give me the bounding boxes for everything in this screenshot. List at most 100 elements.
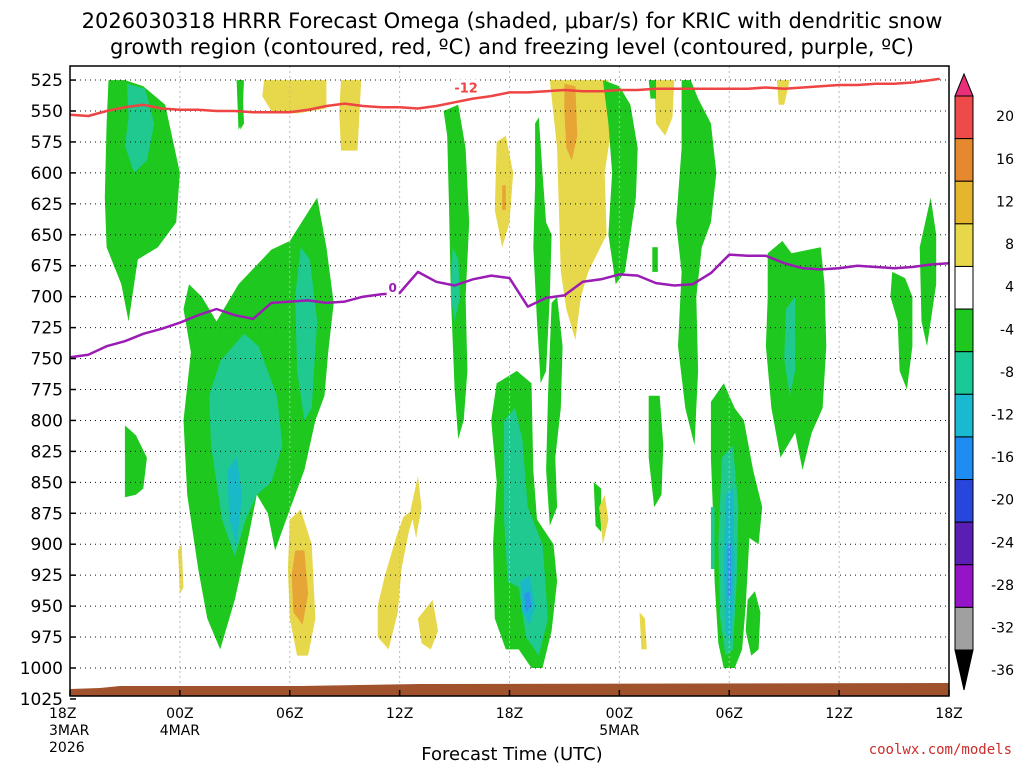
colorbar-label-12: 12: [996, 194, 1014, 210]
y-tick-label-575: 575: [31, 133, 63, 153]
omega-region-green: [602, 80, 638, 285]
omega-region-yellow: [377, 507, 417, 650]
omega-region-green: [745, 591, 761, 656]
y-tick-label-550: 550: [31, 102, 63, 122]
omega-shading: [104, 80, 937, 668]
omega-region-yellow: [549, 80, 613, 340]
x-tick-label-30-1: 5MAR: [599, 723, 640, 739]
x-tick-label-0-0: 18Z: [49, 706, 76, 722]
omega-region-cyan: [227, 457, 243, 545]
omega-region-blue: [524, 591, 532, 613]
colorbar-label--8: -8: [1000, 365, 1014, 381]
omega-region-orange: [564, 83, 578, 161]
omega-region-yellow: [599, 494, 609, 545]
colorbar-label--16: -16: [991, 450, 1014, 466]
colorbar-box: [954, 436, 974, 481]
dendritic-snow-growth-region-contour: [70, 77, 940, 118]
omega-region-green: [648, 395, 664, 508]
colorbar-box: [954, 223, 974, 267]
colorbar-label--24: -24: [991, 535, 1014, 551]
colorbar-box: [954, 393, 974, 438]
omega-region-green: [890, 271, 913, 390]
snow-growth-contour-label: -12: [454, 82, 478, 97]
omega-region-green: [593, 482, 602, 532]
freezing-level-contour: [70, 253, 949, 359]
omega-region-green: [533, 117, 552, 384]
omega-region-yellow: [339, 80, 362, 151]
y-tick-label-925: 925: [31, 566, 63, 586]
colorbar-box: [954, 479, 974, 523]
colorbar-box: [954, 180, 974, 225]
omega-region-green: [919, 197, 937, 347]
colorbar-label--12: -12: [991, 407, 1014, 423]
y-tick-label-850: 850: [31, 473, 63, 493]
omega-region-yellow: [262, 80, 327, 114]
omega-region-green: [104, 80, 180, 322]
colorbar: 20 16 12 8 4 -4 -8 -12 -16 -20 -24 -28 -32 -36: [954, 72, 1014, 691]
colorbar-label--32: -32: [991, 621, 1014, 637]
freezing-level-contour-label: 0: [388, 281, 396, 295]
y-tick-label-950: 950: [31, 597, 63, 617]
x-tick-label-0-2: 2026: [49, 740, 85, 756]
omega-region-green: [676, 80, 717, 446]
x-tick-label-18-0: 12Z: [386, 706, 413, 722]
omega-region-green: [546, 296, 563, 526]
omega-region-teal: [710, 507, 715, 569]
colorbar-label-20: 20: [996, 109, 1014, 125]
y-tick-label-825: 825: [31, 442, 63, 462]
omega-region-teal: [784, 296, 796, 396]
colorbar-box: [954, 564, 974, 608]
contour-label-bg: [386, 281, 399, 296]
omega-region-green: [765, 241, 827, 470]
x-tick-label-30-0: 00Z: [606, 706, 633, 722]
omega-region-green: [238, 80, 244, 130]
y-tick-label-525: 525: [31, 71, 63, 91]
x-tick-label-36-0: 06Z: [716, 706, 743, 722]
y-tick-label-1025: 1025: [20, 690, 63, 710]
y-tick-label-700: 700: [31, 288, 63, 308]
x-axis-title: Forecast Time (UTC): [421, 744, 603, 765]
omega-region-yellow: [410, 476, 422, 538]
colorbar-label--36: -36: [991, 663, 1014, 679]
colorbar-box: [954, 138, 974, 182]
x-tick-label-24-0: 18Z: [496, 706, 523, 722]
colorbar-bottom-triangle: [954, 649, 974, 691]
contour-lines: -12 0: [70, 77, 949, 359]
colorbar-box: [954, 95, 974, 140]
colorbar-box: [954, 308, 974, 353]
y-tick-label-900: 900: [31, 535, 63, 555]
omega-region-green: [652, 247, 658, 272]
colorbar-box: [954, 606, 974, 651]
y-tick-label-600: 600: [31, 164, 63, 184]
colorbar-label--28: -28: [991, 578, 1014, 594]
omega-region-teal: [209, 333, 283, 557]
colorbar-top-triangle: [954, 72, 974, 97]
x-tick-label-12-0: 06Z: [276, 706, 303, 722]
colorbar-label-4: 4: [1005, 280, 1014, 296]
y-tick-label-1000: 1000: [20, 659, 63, 679]
colorbar-box: [954, 521, 974, 566]
colorbar-label-8: 8: [1005, 237, 1014, 253]
y-tick-label-775: 775: [31, 381, 63, 401]
omega-region-teal: [504, 408, 548, 656]
chart-title-line-2: growth region (contoured, red, ºC) and f…: [110, 35, 914, 59]
x-tick-label-42-0: 12Z: [825, 706, 852, 722]
contour-label-bg: [453, 79, 480, 96]
x-tick-label-48-0: 18Z: [935, 706, 962, 722]
x-tick-label-6-1: 4MAR: [160, 723, 201, 739]
omega-region-yellow: [776, 80, 790, 105]
colorbar-box: [954, 351, 974, 395]
y-tick-label-675: 675: [31, 257, 63, 277]
y-tick-label-625: 625: [31, 195, 63, 215]
omega-region-orange: [502, 185, 506, 210]
omega-region-teal: [295, 247, 318, 421]
omega-region-green: [124, 425, 147, 498]
axes: 525 550 575 600 625 650 675 700 725 750 775 800 825 8…: [20, 65, 963, 756]
y-tick-label-650: 650: [31, 226, 63, 246]
y-tick-label-800: 800: [31, 411, 63, 431]
colorbar-box: [954, 265, 974, 310]
omega-region-yellow: [654, 80, 675, 136]
y-tick-label-725: 725: [31, 319, 63, 339]
x-tick-label-6-0: 00Z: [166, 706, 193, 722]
